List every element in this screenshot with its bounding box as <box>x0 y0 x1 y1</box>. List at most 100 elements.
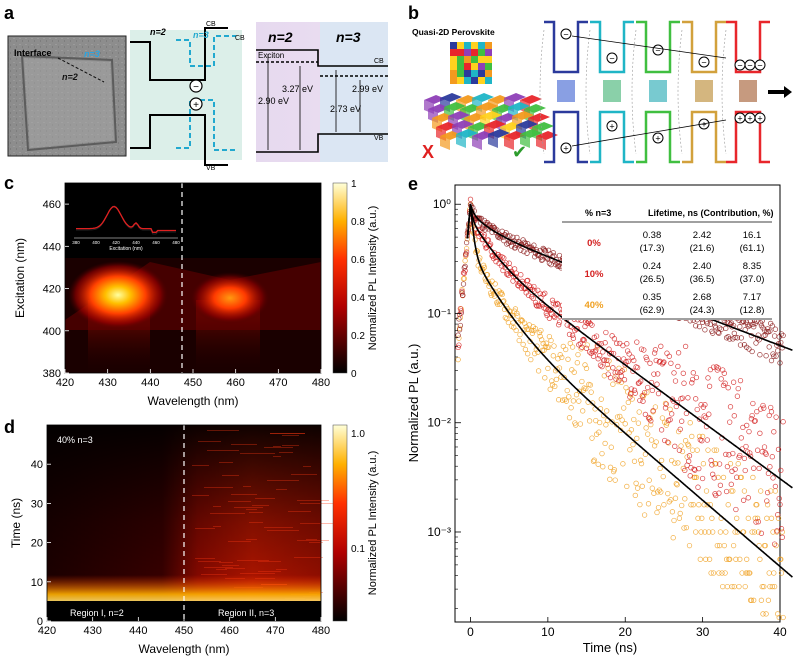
d-streak <box>246 539 257 540</box>
hole-icon <box>560 142 572 154</box>
data-point-40% <box>562 396 568 403</box>
data-point-10% <box>752 418 758 424</box>
data-point-10% <box>643 354 649 360</box>
data-point-10% <box>718 376 724 382</box>
data-point-40% <box>720 474 727 481</box>
data-point-40% <box>625 399 631 406</box>
data-point-10% <box>658 427 665 433</box>
d-ytick-label: 30 <box>31 498 43 510</box>
data-point-0% <box>532 254 538 260</box>
cross-icon: X <box>422 142 434 162</box>
data-point-40% <box>660 473 666 480</box>
d-streak <box>288 511 311 512</box>
data-point-40% <box>672 460 678 466</box>
cube-top <box>500 122 522 131</box>
d-streak <box>210 513 245 514</box>
data-point-10% <box>674 399 680 406</box>
d-streak <box>234 507 263 508</box>
inset-xtick-label: 460 <box>152 240 160 245</box>
c-ytick-label: 400 <box>43 326 61 338</box>
inset-xtick-label: 440 <box>132 240 140 245</box>
mosaic-cell <box>478 49 485 56</box>
data-point-40% <box>693 529 699 535</box>
data-point-0% <box>732 334 738 341</box>
data-point-0% <box>550 250 556 256</box>
data-point-40% <box>710 570 717 576</box>
data-point-10% <box>665 439 671 445</box>
data-point-40% <box>539 337 545 343</box>
data-point-40% <box>758 488 764 494</box>
c-xtick-label: 440 <box>141 377 159 389</box>
data-point-0% <box>542 248 549 254</box>
data-point-40% <box>722 570 728 576</box>
d-ytick-label: 40 <box>31 459 43 471</box>
data-point-10% <box>510 278 516 284</box>
data-point-40% <box>727 556 733 562</box>
data-point-10% <box>770 475 776 481</box>
data-point-40% <box>745 515 751 521</box>
data-point-40% <box>542 375 548 381</box>
data-point-40% <box>545 344 552 350</box>
data-point-40% <box>576 398 582 404</box>
well-divider <box>539 29 545 155</box>
data-point-40% <box>627 447 633 453</box>
d-annotation: 40% n=3 <box>57 435 93 445</box>
panel-d: d 40% n=3 Region I, n=2 Region II, n=3 4… <box>4 417 379 656</box>
d-streak <box>207 430 239 431</box>
data-point-10% <box>676 447 683 453</box>
data-point-40% <box>584 342 590 348</box>
c-xtick-label: 420 <box>56 377 74 389</box>
data-point-40% <box>653 439 659 445</box>
cube-top <box>492 104 514 113</box>
transfer-arrow <box>571 35 727 59</box>
data-point-40% <box>624 483 630 490</box>
data-point-40% <box>658 457 665 464</box>
data-point-10% <box>705 375 711 381</box>
data-point-40% <box>672 495 679 501</box>
data-point-40% <box>715 474 721 481</box>
d-streak <box>306 539 317 540</box>
transfer-arrow <box>571 119 727 147</box>
mosaic-cell <box>464 70 471 77</box>
data-point-40% <box>703 488 710 494</box>
e-ylabel: Normalized PL (a.u.) <box>406 344 421 463</box>
data-point-10% <box>695 484 701 490</box>
well-cb <box>590 20 634 74</box>
data-point-40% <box>737 556 743 562</box>
d-streak <box>249 522 263 523</box>
data-point-10% <box>566 331 573 338</box>
data-point-10% <box>602 340 608 346</box>
data-point-10% <box>751 465 757 471</box>
d-streak <box>222 475 239 476</box>
lifetime-table: % n=3 Lifetime, ns (Contribution, %) 0% 0… <box>562 198 774 320</box>
data-point-10% <box>513 270 519 276</box>
data-point-40% <box>733 556 739 562</box>
mosaic-cell <box>450 49 457 56</box>
data-point-10% <box>667 417 673 423</box>
data-point-40% <box>674 482 680 488</box>
data-point-0% <box>459 290 465 296</box>
data-point-40% <box>744 556 750 562</box>
electron-icon <box>754 59 766 71</box>
data-point-40% <box>778 570 785 576</box>
data-point-10% <box>525 277 531 284</box>
cube-side <box>472 136 482 150</box>
data-point-0% <box>778 331 785 337</box>
data-point-10% <box>651 350 658 356</box>
data-point-40% <box>677 510 683 517</box>
data-point-10% <box>746 428 752 435</box>
table-row-label: 0% <box>587 238 601 249</box>
data-point-10% <box>662 437 668 444</box>
mosaic-cell <box>485 42 492 49</box>
data-point-40% <box>739 570 745 576</box>
fit-line-10% <box>466 204 793 489</box>
d-xtick-label: 440 <box>129 625 147 637</box>
data-point-10% <box>669 411 675 417</box>
data-point-0% <box>710 330 716 336</box>
data-point-10% <box>624 348 631 354</box>
data-point-10% <box>753 519 759 525</box>
data-point-40% <box>754 502 760 508</box>
data-point-0% <box>482 227 488 233</box>
data-point-10% <box>737 452 743 459</box>
e-ytick-label: 10⁻³ <box>427 525 451 539</box>
